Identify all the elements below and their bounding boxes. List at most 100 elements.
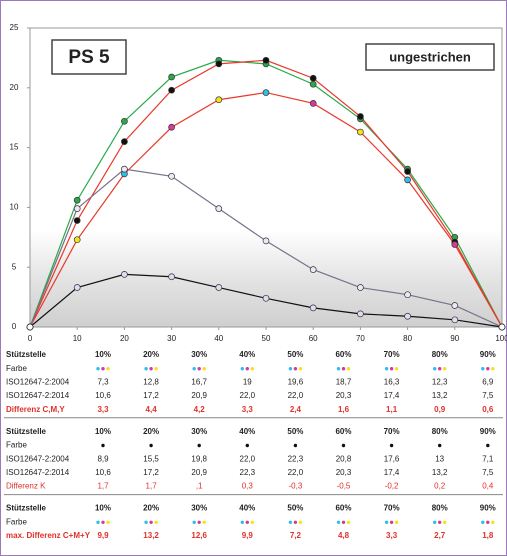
table-cell: 22,0 [288,468,304,477]
marker [216,97,222,103]
color-dot [491,521,494,524]
table-cell: 0,3 [242,482,254,491]
color-dot [433,521,436,524]
table-cell: 22,0 [288,391,304,400]
table-cell: 10,6 [95,391,111,400]
table-cell: 12,3 [432,378,448,387]
table-cell: 20,8 [336,454,352,463]
table-cell: 3,3 [386,531,398,540]
table-header: 40% [239,504,255,513]
y-tick-label: 15 [10,143,19,152]
table-header: Stützstelle [6,427,47,436]
annotation: PS 5 [68,47,110,68]
table-header: 60% [335,504,351,513]
color-dot [294,367,297,370]
table-header: 30% [191,427,207,436]
marker [405,169,411,175]
color-dot [390,367,393,370]
marker [452,241,458,247]
color-dot [144,367,147,370]
table-cell: 2,7 [434,531,446,540]
table-cell: -0,3 [289,482,303,491]
color-dot [299,521,302,524]
x-tick-label: 90 [450,334,459,343]
table-cell: 17,2 [143,468,159,477]
x-tick-label: 70 [356,334,365,343]
table-header: 20% [143,350,159,359]
table-cell: 19,6 [288,378,304,387]
x-tick-label: 30 [167,334,176,343]
color-dot [246,521,249,524]
color-dot [149,367,152,370]
table-header: 50% [287,350,303,359]
table-cell: 16,7 [191,378,207,387]
color-dot [481,521,484,524]
color-dot [198,521,201,524]
table-cell: 17,2 [143,391,159,400]
marker [121,271,127,277]
marker [216,285,222,291]
color-dot [154,367,157,370]
table-cell: Farbe [6,517,27,526]
table-cell: 0,2 [434,482,446,491]
marker [310,267,316,273]
y-tick-label: 25 [10,23,19,32]
table-cell: 19,8 [191,454,207,463]
marker [216,206,222,212]
page: PS 5 ungestrichen Stützstelle10%20%30%40… [0,0,507,556]
x-tick-label: 20 [120,334,129,343]
table-cell: 0,6 [482,405,494,414]
table-cell: Differenz K [6,482,46,491]
marker [121,139,127,145]
marker [27,324,33,330]
table-cell: 22,0 [240,391,256,400]
color-dot [390,444,393,447]
table-cell: Farbe [6,441,27,450]
table-cell: 9,9 [97,531,109,540]
table-header: 10% [95,504,111,513]
color-dot [299,367,302,370]
x-tick-label: 60 [309,334,318,343]
color-dot [193,367,196,370]
color-dot [149,444,152,447]
color-dot [101,367,104,370]
table-cell: 20,9 [191,391,207,400]
table-cell: 10,6 [95,468,111,477]
color-dot [154,521,157,524]
color-dot [96,521,99,524]
color-dot [337,367,340,370]
y-tick-label: 5 [12,262,17,271]
color-dot [342,367,345,370]
table-header: 90% [480,350,496,359]
table-cell: 2,4 [290,405,302,414]
table-cell: 13 [435,454,444,463]
color-dot [294,444,297,447]
table-cell: ISO12647-2:2014 [6,391,70,400]
marker [310,305,316,311]
marker [121,166,127,172]
marker [310,100,316,106]
color-dot [203,367,206,370]
table-cell: 16,3 [384,378,400,387]
marker [499,324,505,330]
table-cell: 12,8 [143,378,159,387]
color-dot [443,367,446,370]
table-header: 50% [287,427,303,436]
marker [74,206,80,212]
marker [74,218,80,224]
table-cell: 22,3 [240,468,256,477]
color-dot [96,367,99,370]
table-cell: 17,6 [384,454,400,463]
table-cell: 0,4 [482,482,494,491]
marker [310,81,316,87]
color-dot [342,444,345,447]
color-dot [101,521,104,524]
marker [405,313,411,319]
color-dot [106,521,109,524]
table-cell: 13,2 [432,391,448,400]
color-dot [294,521,297,524]
table-header: 70% [384,504,400,513]
color-dot [395,367,398,370]
y-tick-label: 10 [10,203,19,212]
color-dot [241,367,244,370]
